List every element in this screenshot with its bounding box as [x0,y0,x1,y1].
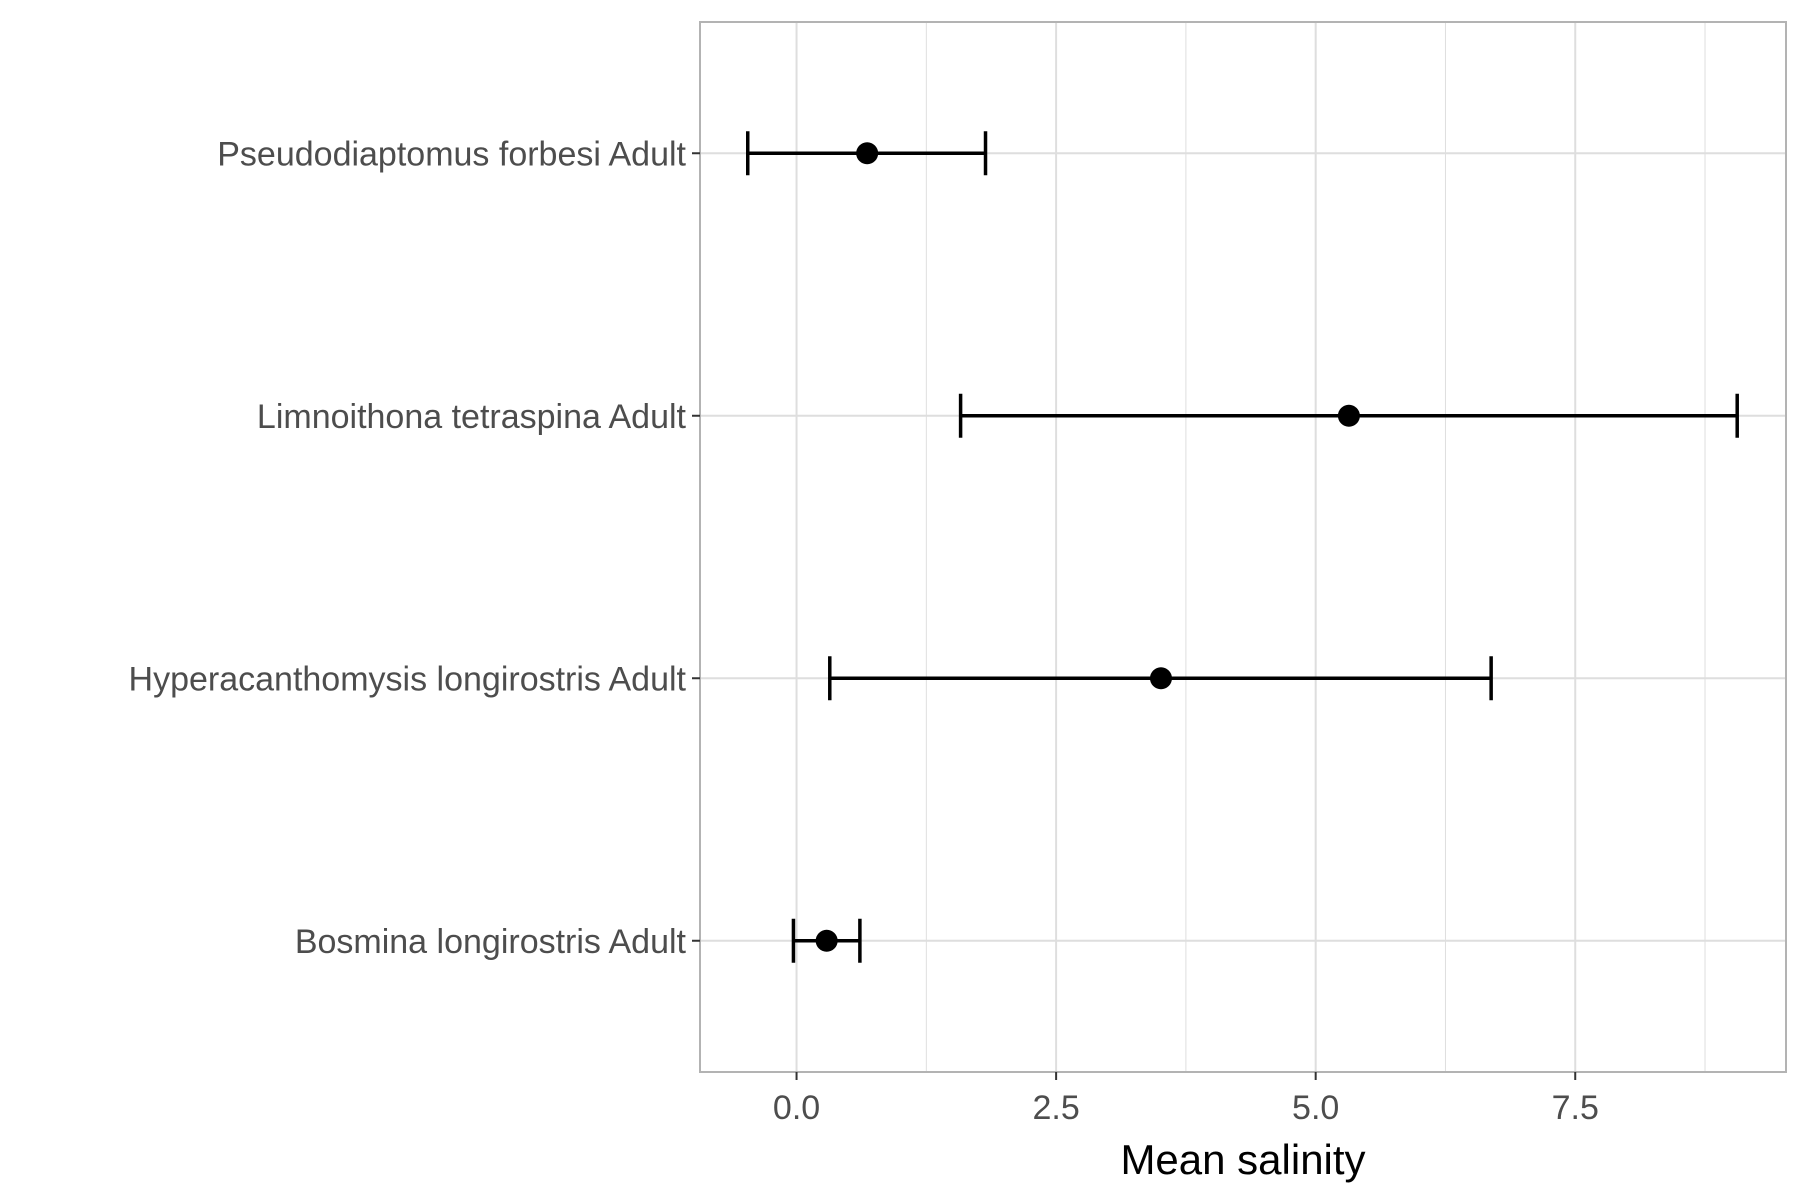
y-tick-label: Pseudodiaptomus forbesi Adult [217,135,686,173]
panel-border [699,21,1787,1073]
mean-point [856,142,879,165]
mean-point [1149,667,1172,690]
x-tick-label: 7.5 [1552,1089,1599,1127]
y-tick-label: Bosmina longirostris Adult [295,923,687,961]
x-tick-label: 0.0 [773,1089,820,1127]
grid-layer [700,22,1786,1072]
x-tick-label: 2.5 [1032,1089,1079,1127]
ticks-layer: 0.0 2.5 5.0 7.5 Pseudodiaptomus forbesi Adul… [129,135,1599,1127]
mean-point [1337,404,1360,427]
y-tick-label: Hyperacanthomysis longirostris Adult [129,660,687,698]
y-tick-label: Limnoithona tetraspina Adult [257,398,687,436]
errorbar-layer [746,131,1739,963]
point-layer [815,142,1360,952]
x-tick-label: 5.0 [1292,1089,1339,1127]
mean-point [815,929,838,952]
x-axis-title: Mean salinity [1120,1136,1365,1183]
